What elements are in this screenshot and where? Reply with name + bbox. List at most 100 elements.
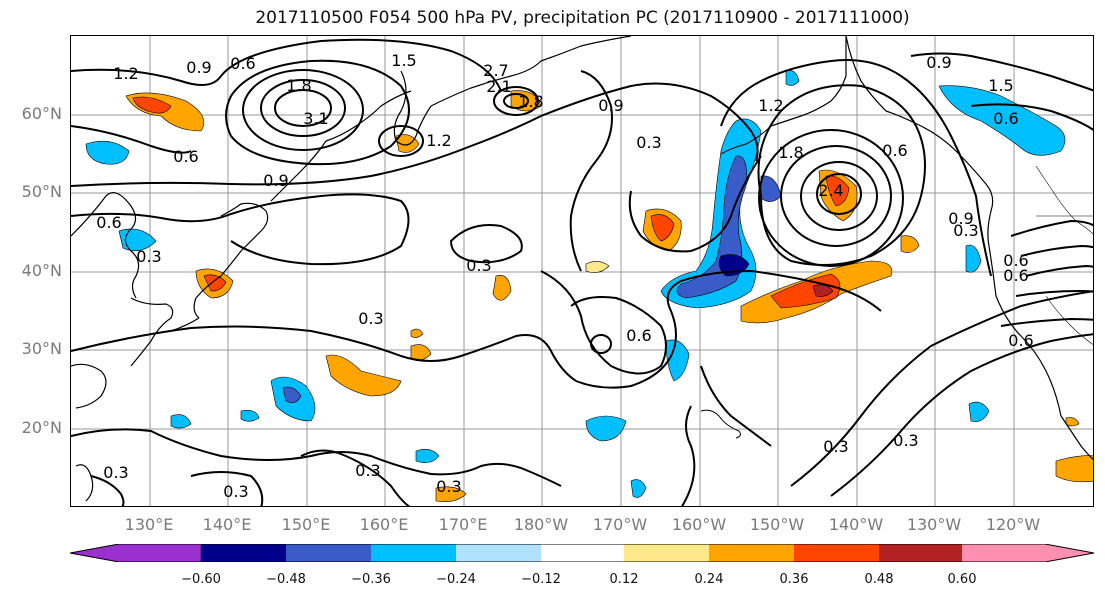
contour-label: 0.3 <box>823 437 848 456</box>
contour-label: 0.6 <box>1003 266 1028 285</box>
lon-label: 130°E <box>124 515 174 534</box>
lon-label: 170°E <box>438 515 488 534</box>
colorbar-tick-label: 0.48 <box>864 572 894 587</box>
map-title: 2017110500 F054 500 hPa PV, precipitatio… <box>255 8 910 28</box>
precip-positive-patch <box>492 275 512 301</box>
colorbar-segment <box>371 544 456 562</box>
contour-label: 1.2 <box>426 131 451 150</box>
precip-positive-patch <box>410 328 424 338</box>
contour-label: 0.9 <box>926 53 951 72</box>
contour-label: 2.1 <box>486 77 511 96</box>
contour-label: 1.8 <box>286 76 311 95</box>
lon-label: 180°W <box>513 515 569 534</box>
precip-positive-patch <box>395 134 420 153</box>
colorbar-segment <box>794 544 879 562</box>
lon-label: 150°W <box>749 515 805 534</box>
precip-positive-patch <box>900 235 920 253</box>
contour-label: 0.3 <box>223 482 248 501</box>
contour-label: 0.9 <box>263 171 288 190</box>
contour-label: 1.8 <box>778 143 803 162</box>
colorbar-tick-label: −0.12 <box>521 572 561 587</box>
lon-label: 140°E <box>202 515 252 534</box>
precip-negative-patch <box>170 414 192 429</box>
precip-positive-patch <box>132 96 172 114</box>
contour-label: 0.3 <box>636 133 661 152</box>
contour-label: 0.6 <box>96 213 121 232</box>
lon-label: 160°W <box>671 515 727 534</box>
lon-label: 170°W <box>592 515 648 534</box>
pv-contours <box>71 38 1093 506</box>
contour-label: 0.3 <box>466 256 491 275</box>
precip-negative-patch <box>85 140 130 165</box>
lon-label: 130°W <box>906 515 962 534</box>
precip-positive-patch <box>203 274 227 292</box>
contour-label: 0.3 <box>358 309 383 328</box>
precip-positive-patch <box>650 214 675 242</box>
contour-label: 0.9 <box>948 209 973 228</box>
contour-label: 0.9 <box>186 58 211 77</box>
colorbar-segment <box>286 544 371 562</box>
colorbar-tick-label: −0.24 <box>436 572 476 587</box>
contour-label: 1.2 <box>758 96 783 115</box>
contour-labels: 1.2 0.6 0.9 1.5 1.8 2.7 2.1 1.8 3.1 1.2 … <box>96 51 1033 501</box>
contour-label: 0.6 <box>1008 331 1033 350</box>
contour-label: 1.5 <box>391 51 416 70</box>
lat-label: 60°N <box>21 104 62 123</box>
map-canvas: 1.2 0.6 0.9 1.5 1.8 2.7 2.1 1.8 3.1 1.2 … <box>71 36 1093 506</box>
contour-label: 0.3 <box>136 247 161 266</box>
precip-positive-patch <box>825 175 850 207</box>
colorbar-segment <box>201 544 286 562</box>
coastlines <box>71 36 1093 502</box>
contour-label: 0.6 <box>882 141 907 160</box>
contour-label: 0.6 <box>626 326 651 345</box>
colorbar-tick-label: −0.48 <box>266 572 306 587</box>
colorbar-segment <box>70 544 202 562</box>
lon-label: 120°W <box>985 515 1041 534</box>
contour-label: 2.7 <box>483 61 508 80</box>
precip-negative-patch <box>965 244 982 273</box>
colorbar-segment <box>962 544 1094 562</box>
colorbar-tick-label: 0.36 <box>779 572 809 587</box>
contour-label: 0.3 <box>355 461 380 480</box>
contour-label: 0.6 <box>1003 251 1028 270</box>
colorbar-segment <box>456 544 541 562</box>
lon-label: 150°E <box>281 515 331 534</box>
precip-negative-patch <box>630 479 647 498</box>
precip-positive-patch <box>812 284 834 297</box>
colorbar-tick-label: −0.60 <box>181 572 221 587</box>
precip-negative-patch <box>415 449 440 463</box>
precip-positive-patch <box>770 273 841 309</box>
contour-label: 0.6 <box>230 54 255 73</box>
contour-label: 0.3 <box>436 477 461 496</box>
precip-positive-patch <box>1065 417 1080 427</box>
precip-negative-patch <box>665 339 690 382</box>
precip-positive-patch <box>585 261 610 273</box>
lat-label: 20°N <box>21 418 62 437</box>
precip-negative-patch <box>938 85 1066 156</box>
contour-label: 1.5 <box>988 76 1013 95</box>
contour-label: 0.3 <box>103 463 128 482</box>
map-panel: 1.2 0.6 0.9 1.5 1.8 2.7 2.1 1.8 3.1 1.2 … <box>70 35 1094 507</box>
lon-label: 140°W <box>828 515 884 534</box>
lon-label: 160°E <box>359 515 409 534</box>
lat-label: 40°N <box>21 261 62 280</box>
precip-positive-patch <box>1055 455 1093 483</box>
precip-negative-patch <box>240 410 260 422</box>
precipitation-shading <box>85 70 1093 502</box>
contour-label: 1.8 <box>518 92 543 111</box>
contour-label: 3.1 <box>303 109 328 128</box>
contour-label: 0.6 <box>993 109 1018 128</box>
colorbar <box>70 544 1094 562</box>
lat-label: 50°N <box>21 182 62 201</box>
precip-positive-patch <box>410 344 432 361</box>
precip-negative-patch <box>282 386 302 403</box>
precip-negative-patch <box>585 415 627 442</box>
colorbar-segment <box>624 544 709 562</box>
contour-label: 0.9 <box>598 96 623 115</box>
contour-label: 0.3 <box>893 431 918 450</box>
precip-positive-patch <box>325 354 402 397</box>
colorbar-tick-label: 0.24 <box>694 572 724 587</box>
colorbar-tick-label: 0.60 <box>947 572 977 587</box>
precip-positive-patch <box>435 486 467 502</box>
lat-label: 30°N <box>21 339 62 358</box>
